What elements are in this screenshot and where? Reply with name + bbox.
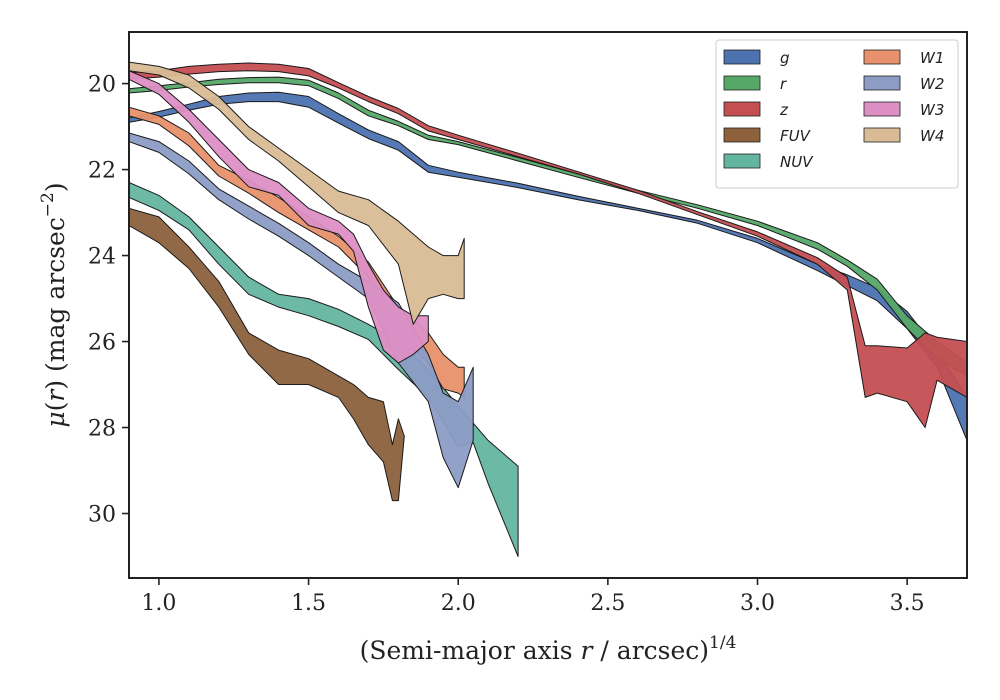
- legend-swatch-r: [723, 75, 761, 91]
- y-tick-label: 30: [88, 503, 116, 528]
- x-tick-label: 2.0: [441, 591, 476, 616]
- y-tick-label: 26: [88, 331, 116, 356]
- band-z: [129, 62, 967, 428]
- legend-swatch-nuv: [723, 153, 761, 169]
- legend-swatch-g: [723, 49, 761, 65]
- band-w3: [129, 70, 429, 364]
- legend-label-z: z: [779, 101, 789, 119]
- x-axis: 1.0 1.5 2.0 2.5 3.0 3.5: [141, 578, 925, 616]
- bands-layer: [129, 61, 967, 557]
- legend-label-nuv: NUV: [780, 153, 814, 171]
- band-g: [129, 91, 967, 441]
- y-axis-title-mu: μ: [41, 411, 70, 427]
- y-axis-title-open: (: [41, 402, 70, 412]
- x-axis-title-var: r: [581, 636, 595, 665]
- legend-swatch-w2: [863, 75, 901, 91]
- legend-swatch-w4: [863, 127, 901, 143]
- x-axis-title: (Semi-major axis r / arcsec)1/4: [360, 633, 737, 665]
- x-axis-title-sup: 1/4: [709, 633, 736, 653]
- legend-label-w3: W3: [920, 101, 944, 119]
- y-axis-title-mid: ) (mag arcsec: [41, 217, 70, 390]
- y-axis-title: μ(r) (mag arcsec−2): [38, 182, 70, 427]
- legend-label-w1: W1: [920, 49, 944, 67]
- y-tick-label: 20: [88, 73, 116, 98]
- legend-swatch-z: [723, 101, 761, 117]
- legend-swatch-w3: [863, 101, 901, 117]
- y-axis: 20 22 24 26 28 30: [88, 73, 129, 528]
- x-tick-label: 1.0: [141, 591, 176, 616]
- x-axis-title-post: / arcsec): [592, 636, 709, 665]
- legend: grz FUV NUV W1 W2 W3 W4: [715, 39, 959, 189]
- legend-label-fuv: FUV: [780, 127, 812, 145]
- band-fuv: [129, 207, 405, 502]
- y-axis-title-var: r: [41, 388, 70, 402]
- legend-label-r: r: [780, 75, 787, 93]
- x-axis-title-pre: (Semi-major axis: [360, 636, 581, 665]
- legend-swatch-fuv: [723, 127, 761, 143]
- y-axis-title-sup: −2: [38, 192, 58, 217]
- plot-frame: [128, 31, 968, 579]
- band-nuv: [129, 182, 519, 557]
- legend-label-g: g: [780, 49, 790, 67]
- y-axis-title-close: ): [41, 182, 70, 192]
- y-tick-label: 28: [88, 417, 116, 442]
- x-tick-label: 3.5: [890, 591, 925, 616]
- x-tick-label: 3.0: [740, 591, 775, 616]
- band-w4: [129, 61, 465, 325]
- legend-label-w4: W4: [920, 127, 944, 145]
- x-tick-label: 1.5: [291, 591, 326, 616]
- band-r: [129, 76, 967, 377]
- legend-label-w2: W2: [920, 75, 944, 93]
- y-tick-label: 22: [88, 159, 116, 184]
- y-tick-label: 24: [88, 245, 116, 270]
- band-w2: [129, 132, 474, 489]
- legend-swatch-w1: [863, 49, 901, 65]
- x-tick-label: 2.5: [590, 591, 625, 616]
